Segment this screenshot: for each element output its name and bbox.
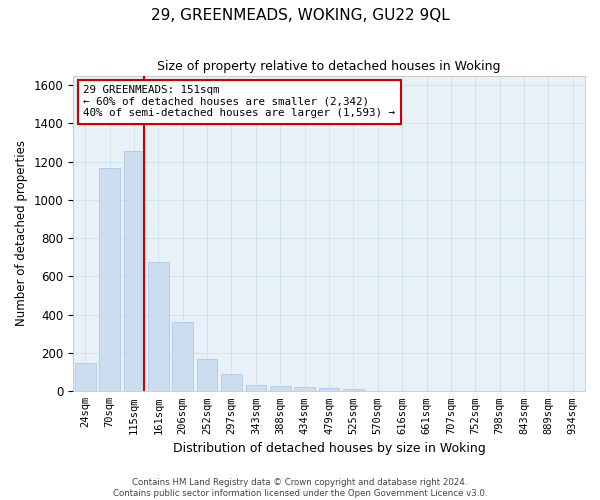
Bar (148, 262, 169, 392)
Bar (75, 363, 95, 392)
Bar (294, 388, 315, 392)
Bar (172, 322, 193, 392)
Text: 29, GREENMEADS, WOKING, GU22 9QL: 29, GREENMEADS, WOKING, GU22 9QL (151, 8, 449, 22)
X-axis label: Distribution of detached houses by size in Woking: Distribution of detached houses by size … (173, 442, 485, 455)
Bar (221, 374, 242, 392)
Title: Size of property relative to detached houses in Woking: Size of property relative to detached ho… (157, 60, 501, 73)
Bar (245, 384, 266, 392)
Text: 29 GREENMEADS: 151sqm
← 60% of detached houses are smaller (2,342)
40% of semi-d: 29 GREENMEADS: 151sqm ← 60% of detached … (83, 85, 395, 118)
Bar (197, 359, 217, 392)
Y-axis label: Number of detached properties: Number of detached properties (15, 140, 28, 326)
Bar (99, 168, 120, 392)
Text: Contains HM Land Registry data © Crown copyright and database right 2024.
Contai: Contains HM Land Registry data © Crown c… (113, 478, 487, 498)
Bar (343, 390, 364, 392)
Bar (319, 388, 340, 392)
Bar (270, 386, 290, 392)
Bar (124, 151, 145, 392)
